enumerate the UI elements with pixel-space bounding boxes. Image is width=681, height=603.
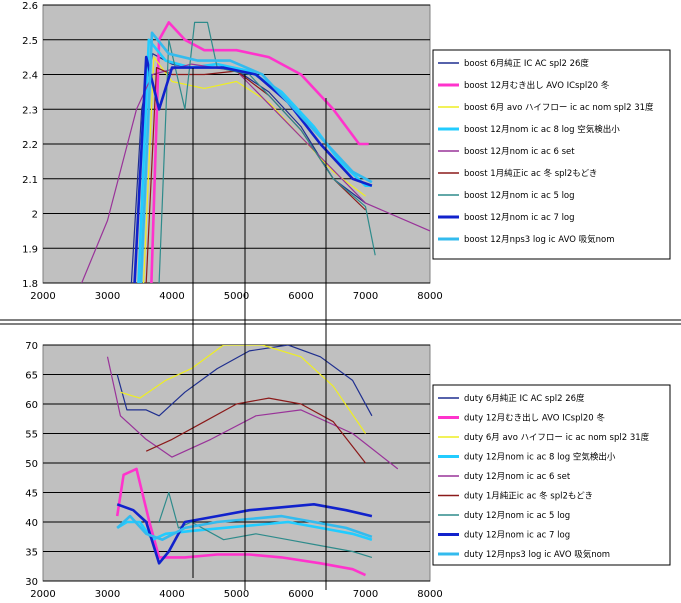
legend-label-3: boost 6月 avo ハイフロー ic ac nom spl2 31度 xyxy=(464,102,654,113)
y-tick-label: 65 xyxy=(25,371,38,382)
y-tick-label: 45 xyxy=(25,489,38,500)
series-line-6 xyxy=(145,397,366,464)
y-tick-label: 1.8 xyxy=(22,279,38,290)
y-tick-label: 70 xyxy=(25,341,38,352)
x-tick-label: 2000 xyxy=(30,589,55,600)
y-tick-label: 2.3 xyxy=(22,105,38,116)
x-tick-label: 3000 xyxy=(95,589,120,600)
series-line-9 xyxy=(116,514,373,541)
y-tick-label: 2.1 xyxy=(22,175,38,186)
y-tick-label: 35 xyxy=(25,548,38,559)
series-line-8 xyxy=(116,503,373,565)
series-line-3 xyxy=(120,345,366,434)
x-tick-label: 8000 xyxy=(417,291,442,302)
series-line-5 xyxy=(81,63,430,283)
series-line-4 xyxy=(137,38,372,283)
y-tick-label: 2.4 xyxy=(22,71,38,82)
x-tick-label: 4000 xyxy=(159,291,184,302)
legend-label-6: boost 1月純正ic ac 冬 spl2もどき xyxy=(464,168,597,179)
legend-label-9: boost 12月nps3 log ic AVO 吸気nom xyxy=(464,234,615,245)
legend-label-7: duty 12月nom ic ac 5 log xyxy=(464,511,570,521)
y-tick-label: 2.6 xyxy=(22,1,38,12)
y-tick-label: 50 xyxy=(25,459,38,470)
legend-label-4: duty 12月nom ic ac 8 log 空気検出小 xyxy=(464,452,616,463)
x-tick-label: 7000 xyxy=(353,291,378,302)
legend-label-2: duty 12月むき出し AVO ICspl20 冬 xyxy=(464,413,605,424)
y-tick-label: 55 xyxy=(25,430,38,441)
y-tick-label: 30 xyxy=(25,577,38,588)
legend-label-1: duty 6月純正 IC AC spl2 26度 xyxy=(464,393,585,404)
y-tick-label: 40 xyxy=(25,518,38,529)
legend-label-4: boost 12月nom ic ac 8 log 空気検出小 xyxy=(464,124,620,135)
y-tick-label: 2.2 xyxy=(22,140,38,151)
y-tick-label: 60 xyxy=(25,400,38,411)
legend-label-3: duty 6月 avo ハイフロー ic ac nom spl2 31度 xyxy=(464,432,650,443)
legend-label-8: boost 12月nom ic ac 7 log xyxy=(464,213,575,223)
legend-label-1: boost 6月純正 IC AC spl2 26度 xyxy=(464,58,589,69)
series-line-8 xyxy=(133,55,373,283)
x-tick-label: 3000 xyxy=(95,291,120,302)
series-group xyxy=(81,21,430,283)
legend-box xyxy=(432,49,671,260)
legend-box xyxy=(432,384,671,566)
x-tick-label: 5000 xyxy=(224,291,249,302)
x-tick-label: 4000 xyxy=(159,589,184,600)
series-line-3 xyxy=(143,56,366,283)
x-tick-label: 8000 xyxy=(417,589,442,600)
legend-label-5: boost 12月nom ic ac 6 set xyxy=(464,147,575,157)
series-line-9 xyxy=(139,31,373,283)
chart-panel-2: 30 35 40 45 50 55 60 65 70 2000 3000 4000 5000 6000 70… xyxy=(25,341,671,600)
x-tick-label: 7000 xyxy=(353,589,378,600)
series-line-2 xyxy=(150,21,369,283)
y-tick-label: 2.5 xyxy=(22,36,38,47)
legend-label-9: duty 12月nps3 log ic AVO 吸気nom xyxy=(464,549,610,560)
series-group xyxy=(106,345,399,577)
legend-label-7: boost 12月nom ic ac 5 log xyxy=(464,191,575,201)
x-tick-label: 6000 xyxy=(288,589,313,600)
x-tick-label: 2000 xyxy=(30,291,55,302)
y-tick-label: 2 xyxy=(32,210,38,221)
legend-label-2: boost 12月むき出し AVO ICspl20 冬 xyxy=(464,80,610,91)
legend-label-8: duty 12月nom ic ac 7 log xyxy=(464,531,570,541)
x-tick-label: 5000 xyxy=(224,589,249,600)
legend-label-6: duty 1月純正ic ac 冬 spl2もどき xyxy=(464,491,593,502)
legend-label-5: duty 12月nom ic ac 6 set xyxy=(464,472,571,482)
x-tick-label: 6000 xyxy=(288,291,313,302)
chart-panel-1: 1.8 1.9 2 2.1 2.2 2.3 2.4 2.5 2.6 2000 3000 4000 500… xyxy=(22,1,671,302)
series-line-5 xyxy=(106,356,399,470)
series-line-1 xyxy=(116,345,373,417)
y-tick-label: 1.9 xyxy=(22,244,38,255)
series-line-7 xyxy=(158,491,373,558)
